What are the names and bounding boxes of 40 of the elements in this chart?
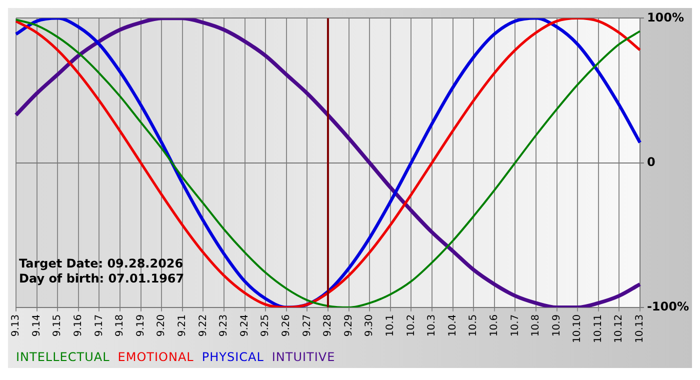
x-tick-label: 9.25: [260, 314, 272, 337]
x-tick-label: 10.5: [468, 314, 480, 337]
x-tick-label: 10.9: [551, 314, 562, 337]
x-tick-label: 9.17: [94, 314, 105, 337]
x-tick-label: 9.23: [218, 314, 230, 337]
x-tick-label: 10.13: [634, 314, 646, 344]
annotation: Day of birth: 07.01.1967: [19, 271, 184, 286]
x-tick-label: 9.13: [10, 314, 22, 337]
x-tick-label: 10.6: [488, 314, 500, 337]
x-tick-label: 9.28: [322, 314, 334, 337]
x-tick-label: 9.19: [135, 314, 146, 337]
x-tick-label: 9.21: [176, 314, 188, 337]
x-tick-label: 10.11: [592, 314, 604, 344]
x-tick-label: 10.7: [510, 314, 521, 337]
x-tick-label: 9.20: [156, 314, 168, 337]
y-tick-label: -100%: [646, 299, 690, 314]
y-tick-label: 0: [646, 154, 656, 169]
x-tick-label: 9.16: [72, 314, 84, 337]
x-tick-label: 9.18: [114, 314, 126, 337]
x-tick-label: 9.30: [364, 314, 376, 337]
x-tick-label: 9.14: [31, 314, 42, 337]
text: EMOTIONAL: [118, 350, 194, 364]
x-tick-label: 9.29: [343, 314, 354, 337]
x-tick-label: 9.15: [52, 314, 64, 337]
x-tick-label: 10.2: [406, 314, 417, 337]
x-tick-label: 9.24: [239, 314, 250, 337]
y-tick-label: 100%: [646, 10, 684, 24]
x-tick-label: 9.26: [280, 314, 292, 337]
x-tick-label: 10.4: [447, 314, 458, 337]
text: INTELLECTUAL: [16, 350, 110, 364]
x-tick-label: 10.3: [426, 314, 438, 337]
text: PHYSICAL: [202, 350, 264, 364]
x-tick-label: 9.27: [302, 314, 313, 337]
text: INTUITIVE: [272, 350, 336, 364]
x-tick-label: 10.8: [530, 314, 542, 337]
x-tick-label: 10.12: [614, 314, 625, 344]
annotation: Target Date: 09.28.2026: [19, 256, 184, 270]
x-tick-label: 10.10: [572, 314, 584, 344]
x-tick-label: 9.22: [198, 314, 209, 337]
x-tick-label: 10.1: [384, 314, 396, 337]
